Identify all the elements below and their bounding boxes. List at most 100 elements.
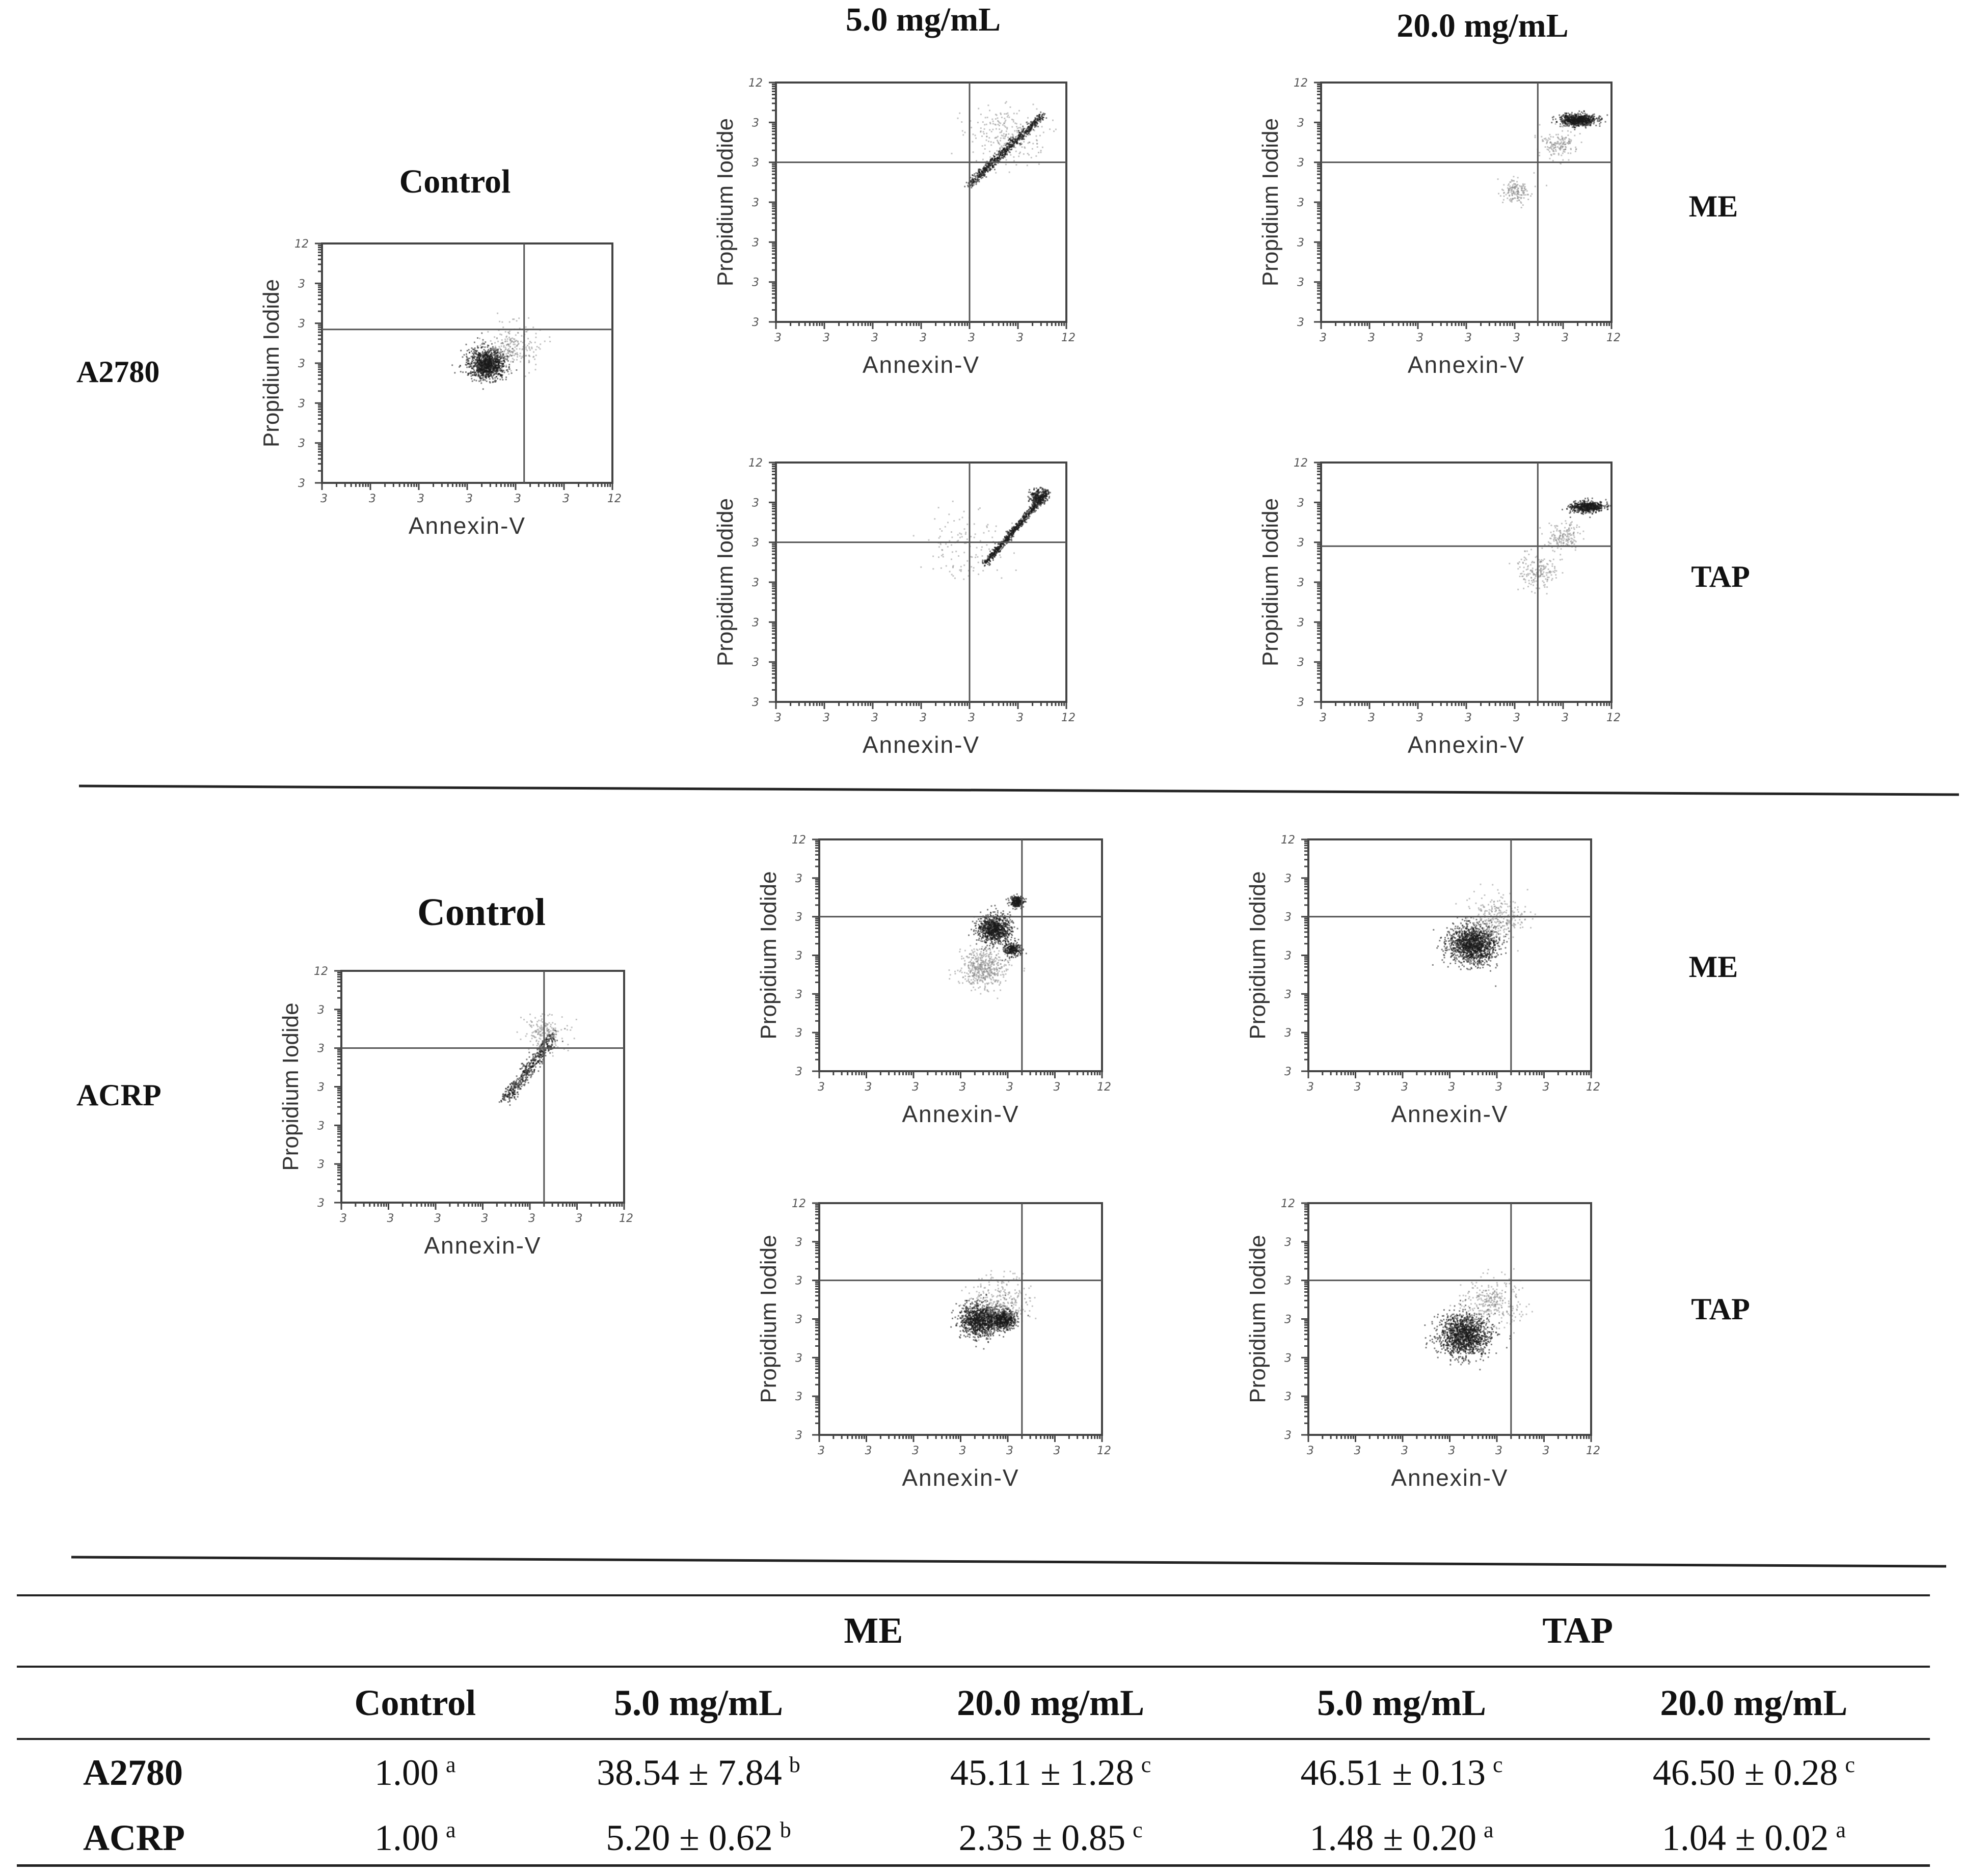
- event-point: [1560, 147, 1561, 149]
- event-point: [971, 566, 973, 568]
- event-point: [995, 114, 997, 116]
- event-point: [982, 559, 984, 561]
- event-point: [996, 114, 998, 116]
- event-point: [1526, 194, 1528, 196]
- event-point: [460, 371, 462, 373]
- event-point: [1031, 495, 1033, 497]
- event-point: [978, 175, 980, 177]
- event-point: [498, 346, 500, 348]
- event-point: [1570, 141, 1572, 143]
- event-point: [1043, 500, 1045, 502]
- event-point: [987, 556, 989, 558]
- event-point: [1539, 124, 1541, 126]
- event-point: [1599, 116, 1601, 118]
- event-point: [1564, 120, 1566, 122]
- event-point: [990, 168, 992, 170]
- event-point: [462, 356, 464, 358]
- event-point: [1509, 194, 1511, 196]
- event-point: [487, 367, 489, 369]
- event-point: [500, 360, 502, 362]
- event-point: [489, 371, 491, 373]
- event-point: [1595, 124, 1597, 126]
- event-point: [1569, 123, 1571, 125]
- event-point: [466, 366, 468, 368]
- event-point: [1025, 135, 1027, 138]
- event-point: [495, 381, 497, 383]
- event-point: [1010, 531, 1012, 533]
- event-point: [1565, 137, 1567, 139]
- event-point: [1571, 117, 1573, 119]
- event-point: [486, 358, 488, 360]
- y-tick-label: 3: [1297, 277, 1304, 289]
- event-point: [1578, 119, 1580, 121]
- event-point: [1559, 116, 1561, 118]
- event-point: [467, 363, 469, 365]
- event-point: [493, 352, 495, 354]
- event-point: [489, 369, 490, 371]
- event-point: [517, 341, 519, 343]
- event-point: [986, 559, 988, 561]
- event-point: [486, 357, 488, 359]
- event-point: [476, 345, 478, 347]
- event-point: [988, 137, 990, 139]
- event-point: [1503, 184, 1505, 186]
- event-point: [496, 337, 498, 339]
- event-point: [1513, 193, 1515, 195]
- event-point: [1024, 131, 1026, 132]
- event-point: [1019, 522, 1020, 524]
- event-point: [487, 375, 489, 376]
- event-point: [499, 353, 501, 355]
- event-point: [1565, 146, 1566, 148]
- event-point: [989, 169, 991, 171]
- event-point: [944, 526, 946, 528]
- event-point: [488, 363, 490, 365]
- event-point: [1593, 113, 1595, 115]
- event-point: [1600, 122, 1602, 123]
- event-point: [1008, 142, 1010, 144]
- event-point: [994, 157, 996, 159]
- event-point: [1004, 102, 1006, 104]
- event-point: [975, 183, 977, 185]
- event-point: [1006, 127, 1008, 129]
- event-point: [476, 364, 478, 366]
- event-point: [504, 346, 506, 348]
- event-point: [1036, 143, 1038, 145]
- event-point: [1523, 194, 1525, 196]
- event-point: [1568, 120, 1570, 122]
- event-point: [480, 374, 482, 376]
- event-point: [487, 350, 489, 352]
- event-point: [998, 550, 1000, 552]
- event-point: [1004, 153, 1006, 155]
- event-point: [1572, 509, 1574, 511]
- event-point: [979, 540, 981, 542]
- event-point: [952, 566, 954, 568]
- event-point: [1585, 125, 1587, 126]
- event-point: [477, 372, 479, 374]
- event-point: [497, 373, 499, 375]
- event-point: [498, 372, 500, 374]
- y-tick-label: 3: [752, 696, 759, 709]
- event-point: [489, 367, 491, 369]
- event-point: [1581, 115, 1583, 117]
- event-point: [476, 354, 478, 356]
- data-points: [912, 486, 1051, 580]
- event-point: [994, 152, 996, 154]
- event-point: [1010, 536, 1012, 538]
- event-point: [999, 147, 1001, 149]
- event-point: [482, 375, 485, 376]
- event-point: [1028, 516, 1030, 518]
- event-point: [491, 359, 493, 361]
- event-point: [1527, 199, 1529, 200]
- event-point: [498, 352, 500, 354]
- event-point: [1571, 119, 1573, 121]
- event-point: [1037, 500, 1039, 502]
- event-point: [1591, 115, 1593, 117]
- event-point: [1579, 113, 1581, 115]
- section-divider-1: [78, 784, 1959, 796]
- event-point: [1516, 181, 1518, 183]
- event-point: [503, 357, 505, 359]
- event-point: [496, 368, 498, 370]
- event-point: [1575, 115, 1577, 117]
- event-point: [1026, 515, 1027, 518]
- event-point: [1006, 154, 1008, 156]
